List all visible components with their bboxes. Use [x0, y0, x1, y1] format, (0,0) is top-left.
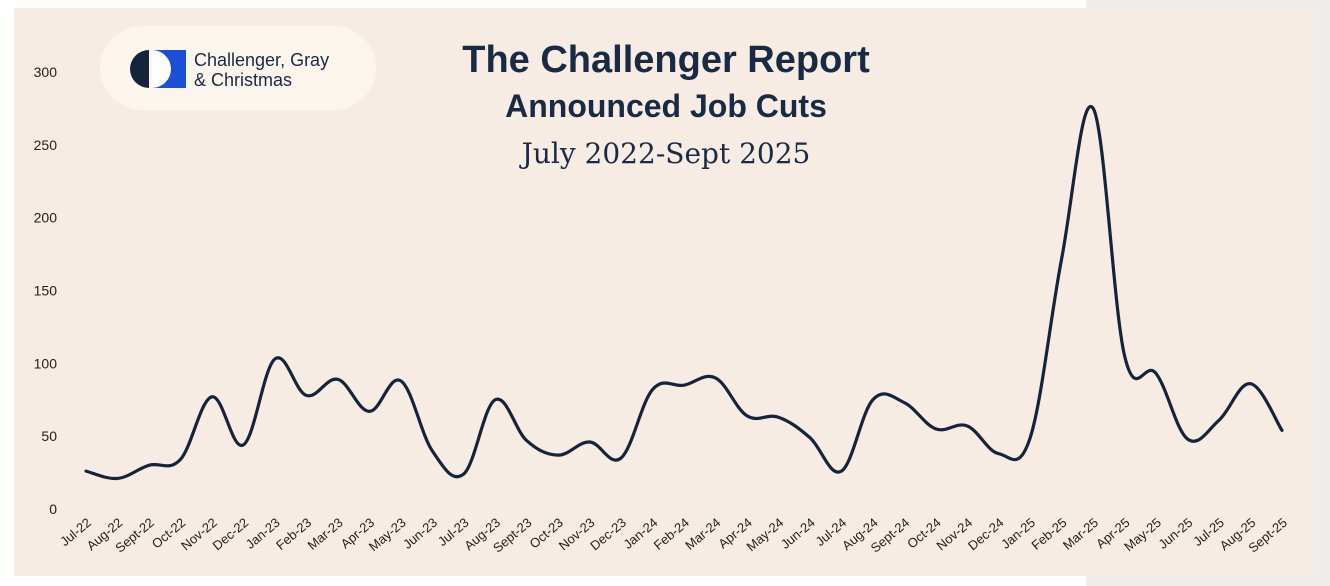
- data-point: [713, 376, 717, 380]
- x-tick-label: Dec-22: [210, 515, 252, 553]
- data-point: [1123, 354, 1127, 358]
- y-tick-label: 100: [34, 355, 58, 371]
- y-axis: 0 50 100 150 200 250 300: [34, 64, 58, 517]
- y-tick-label: 150: [34, 283, 58, 299]
- x-tick-label: Jun-25: [1155, 515, 1195, 552]
- data-point: [651, 388, 655, 392]
- data-point: [745, 414, 749, 418]
- data-point: [1091, 106, 1095, 110]
- data-point: [902, 401, 906, 405]
- data-point: [871, 398, 875, 402]
- x-tick-label: Feb-23: [273, 515, 314, 553]
- data-point: [808, 436, 812, 440]
- data-point: [336, 377, 340, 381]
- data-point: [430, 449, 434, 453]
- logo-mark-icon: [130, 50, 186, 88]
- x-tick-label: Mar-24: [682, 515, 723, 553]
- data-point: [619, 456, 623, 460]
- data-point: [367, 409, 371, 413]
- y-tick-label: 250: [34, 137, 58, 153]
- data-point: [525, 439, 529, 443]
- data-point: [965, 424, 969, 428]
- data-point: [241, 443, 245, 447]
- data-point: [682, 383, 686, 387]
- logo-text-line1: Challenger, Gray: [194, 50, 330, 70]
- data-point: [839, 469, 843, 473]
- data-point: [84, 469, 88, 473]
- logo-text-line2: & Christmas: [194, 70, 293, 90]
- x-tick-label: Mar-23: [305, 515, 346, 553]
- chart-date-range: July 2022-Sept 2025: [521, 137, 811, 170]
- x-axis: Jul-22Aug-22Sept-22Oct-22Nov-22Dec-22Jan…: [57, 515, 1290, 556]
- x-tick-label: Jun-23: [400, 515, 440, 552]
- chart-subtitle: Announced Job Cuts: [505, 88, 827, 124]
- data-point: [556, 453, 560, 457]
- data-point: [776, 415, 780, 419]
- data-point: [1028, 436, 1032, 440]
- y-tick-label: 200: [34, 210, 58, 226]
- y-tick-label: 300: [34, 64, 58, 80]
- x-tick-label: Feb-24: [651, 515, 692, 553]
- y-tick-label: 50: [41, 428, 57, 444]
- data-point: [115, 476, 119, 480]
- data-point: [304, 393, 308, 397]
- company-logo: Challenger, Gray & Christmas: [100, 26, 376, 110]
- data-point: [493, 398, 497, 402]
- data-point: [1217, 418, 1221, 422]
- x-tick-label: Dec-23: [587, 515, 629, 553]
- chart-title: The Challenger Report: [462, 39, 870, 81]
- data-point: [462, 472, 466, 476]
- x-tick-label: Feb-25: [1028, 515, 1069, 553]
- data-point: [588, 440, 592, 444]
- data-point: [997, 452, 1001, 456]
- data-point: [1280, 428, 1284, 432]
- data-point: [210, 395, 214, 399]
- x-tick-label: Jun-24: [778, 515, 818, 552]
- data-point: [1060, 256, 1064, 260]
- x-tick-label: Dec-24: [965, 515, 1007, 553]
- data-point: [1154, 372, 1158, 376]
- data-point: [178, 457, 182, 461]
- x-tick-label: Mar-25: [1060, 515, 1101, 553]
- data-point: [1249, 382, 1253, 386]
- data-point: [147, 463, 151, 467]
- data-point: [399, 379, 403, 383]
- data-point: [273, 357, 277, 361]
- job-cuts-line: [84, 104, 1284, 481]
- data-point: [1186, 437, 1190, 441]
- data-point: [934, 427, 938, 431]
- y-tick-label: 0: [49, 501, 57, 517]
